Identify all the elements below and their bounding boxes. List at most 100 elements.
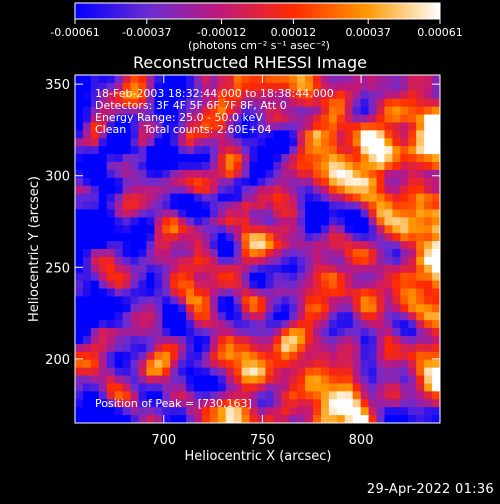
heatmap-cell bbox=[138, 233, 148, 242]
heatmap-cell bbox=[162, 296, 171, 305]
heatmap-cell bbox=[249, 225, 259, 234]
heatmap-cell bbox=[98, 312, 108, 321]
heatmap-cell bbox=[162, 256, 171, 266]
heatmap-cell bbox=[384, 241, 393, 250]
heatmap-cell bbox=[328, 383, 338, 392]
heatmap-cell bbox=[122, 415, 132, 423]
heatmap-cell bbox=[209, 75, 219, 84]
heatmap-cell bbox=[241, 343, 251, 353]
heatmap-cell bbox=[352, 138, 362, 147]
colorbar-tick-label: 0.00012 bbox=[271, 26, 317, 39]
heatmap-cell bbox=[162, 114, 171, 124]
heatmap-cell bbox=[209, 209, 219, 218]
x-tick-label: 750 bbox=[250, 433, 275, 448]
heatmap-cell bbox=[281, 375, 290, 385]
heatmap-cell bbox=[313, 217, 322, 226]
heatmap-cell bbox=[90, 241, 100, 250]
heatmap-cell bbox=[328, 122, 338, 131]
heatmap-cell bbox=[273, 304, 282, 313]
heatmap-cell bbox=[257, 296, 267, 305]
heatmap-cell bbox=[130, 154, 140, 163]
heatmap-cell bbox=[344, 272, 354, 282]
heatmap-cell bbox=[225, 351, 235, 361]
heatmap-cell bbox=[146, 90, 155, 100]
heatmap-cell bbox=[98, 383, 108, 392]
heatmap-cell bbox=[146, 130, 155, 139]
heatmap-cell bbox=[336, 169, 346, 179]
heatmap-cell bbox=[170, 280, 179, 290]
heatmap-cell bbox=[352, 193, 362, 203]
heatmap-cell bbox=[368, 343, 378, 353]
heatmap-cell bbox=[273, 162, 282, 171]
heatmap-cell bbox=[416, 146, 425, 155]
heatmap-cell bbox=[408, 90, 417, 100]
heatmap-cell bbox=[225, 162, 235, 171]
heatmap-cell bbox=[257, 288, 267, 298]
heatmap-cell bbox=[352, 320, 362, 329]
heatmap-cell bbox=[241, 249, 251, 258]
heatmap-cell bbox=[241, 288, 251, 298]
heatmap-cell bbox=[90, 264, 100, 274]
heatmap-cell bbox=[154, 375, 163, 385]
heatmap-cell bbox=[328, 359, 338, 369]
heatmap-cell bbox=[432, 288, 440, 298]
heatmap-cell bbox=[146, 217, 155, 226]
heatmap-cell bbox=[241, 209, 251, 218]
heatmap-cell bbox=[233, 296, 243, 305]
heatmap-cell bbox=[194, 241, 203, 250]
heatmap-cell bbox=[352, 98, 362, 108]
heatmap-cell bbox=[368, 209, 378, 218]
heatmap-cell bbox=[273, 114, 282, 124]
heatmap-cell bbox=[75, 82, 84, 92]
heatmap-cell bbox=[257, 75, 267, 84]
heatmap-cell bbox=[138, 225, 148, 234]
heatmap-cell bbox=[90, 201, 100, 211]
heatmap-cell bbox=[186, 407, 195, 416]
heatmap-cell bbox=[336, 98, 346, 108]
heatmap-cell bbox=[98, 169, 108, 179]
heatmap-cell bbox=[146, 209, 155, 218]
heatmap-cell bbox=[336, 415, 346, 423]
heatmap-cell bbox=[368, 114, 378, 124]
heatmap-cell bbox=[122, 249, 132, 258]
heatmap-cell bbox=[241, 177, 251, 187]
heatmap-cell bbox=[201, 154, 211, 163]
heatmap-cell bbox=[432, 256, 440, 266]
heatmap-cell bbox=[186, 106, 195, 116]
heatmap-cell bbox=[384, 399, 393, 408]
heatmap-cell bbox=[400, 177, 409, 187]
heatmap-cell bbox=[233, 75, 243, 84]
heatmap-cell bbox=[257, 122, 267, 131]
heatmap-cell bbox=[336, 383, 346, 392]
heatmap-cell bbox=[233, 336, 243, 345]
heatmap-cell bbox=[289, 154, 298, 163]
heatmap-cell bbox=[424, 75, 433, 84]
heatmap-cell bbox=[273, 177, 282, 187]
heatmap-cell bbox=[368, 90, 378, 100]
heatmap-cell bbox=[257, 312, 267, 321]
heatmap-cell bbox=[225, 82, 235, 92]
heatmap-cell bbox=[114, 138, 124, 147]
heatmap-cell bbox=[98, 256, 108, 266]
heatmap-cell bbox=[368, 296, 378, 305]
heatmap-cell bbox=[146, 225, 155, 234]
heatmap-cell bbox=[217, 162, 227, 171]
heatmap-cell bbox=[186, 343, 195, 353]
heatmap-cell bbox=[384, 336, 393, 345]
heatmap-cell bbox=[336, 351, 346, 361]
heatmap-cell bbox=[281, 256, 290, 266]
heatmap-cell bbox=[98, 185, 108, 195]
heatmap-cell bbox=[368, 241, 378, 250]
heatmap-cell bbox=[122, 375, 132, 385]
heatmap-cell bbox=[194, 391, 203, 400]
heatmap-cell bbox=[281, 304, 290, 313]
heatmap-cell bbox=[416, 82, 425, 92]
heatmap-cell bbox=[305, 375, 314, 385]
heatmap-cell bbox=[360, 367, 370, 377]
heatmap-cell bbox=[360, 304, 370, 313]
heatmap-cell bbox=[75, 241, 84, 250]
heatmap-cell bbox=[241, 407, 251, 416]
heatmap-cell bbox=[352, 328, 362, 337]
heatmap-cell bbox=[368, 162, 378, 171]
heatmap-cell bbox=[297, 359, 306, 369]
